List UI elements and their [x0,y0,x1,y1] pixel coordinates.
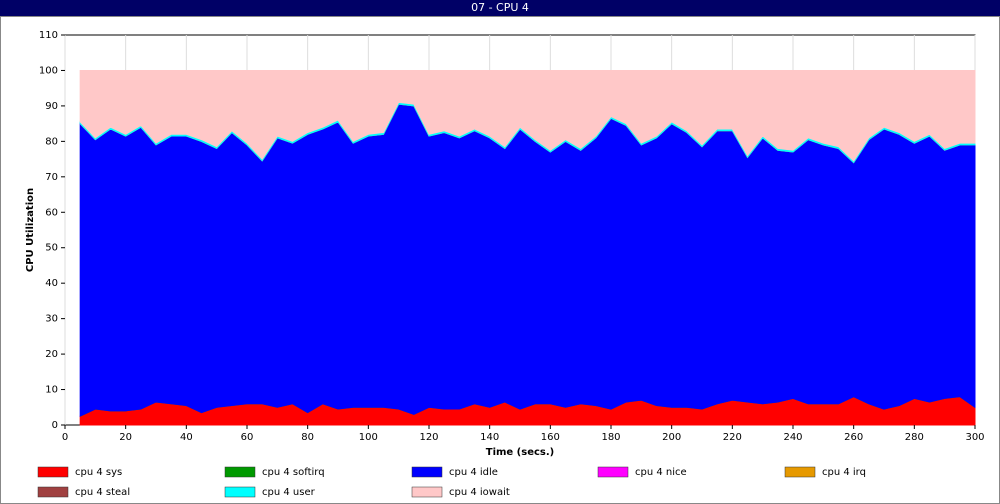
y-axis-label: CPU Utilization [25,188,36,272]
y-tick-label: 20 [45,349,58,360]
legend-label: cpu 4 iowait [449,487,510,498]
x-tick-label: 260 [844,432,863,443]
legend-label: cpu 4 steal [75,487,130,498]
legend-label: cpu 4 nice [635,467,687,478]
legend-swatch [37,486,69,498]
x-tick-label: 40 [180,432,193,443]
x-tick-label: 180 [601,432,620,443]
y-tick-label: 110 [39,30,58,41]
y-tick-label: 10 [45,385,58,396]
legend-swatch [597,466,629,478]
x-tick-label: 120 [419,432,438,443]
y-tick-label: 0 [52,420,58,431]
x-tick-label: 140 [480,432,499,443]
x-tick-label: 200 [662,432,681,443]
x-axis-label: Time (secs.) [486,447,555,458]
y-tick-label: 60 [45,207,58,218]
legend-swatch [411,466,443,478]
legend-label: cpu 4 irq [822,467,866,478]
x-tick-label: 60 [241,432,254,443]
legend-swatch [411,486,443,498]
legend-label: cpu 4 user [262,487,316,498]
x-tick-label: 160 [541,432,560,443]
x-tick-label: 100 [359,432,378,443]
y-tick-label: 50 [45,243,58,254]
x-tick-label: 280 [905,432,924,443]
legend-swatch [37,466,69,478]
legend-swatch [224,486,256,498]
y-tick-label: 100 [39,65,58,76]
legend-label: cpu 4 sys [75,467,122,478]
y-tick-label: 80 [45,136,58,147]
legend-swatch [224,466,256,478]
x-tick-label: 20 [119,432,132,443]
y-tick-label: 40 [45,278,58,289]
chart-title: 07 - CPU 4 [471,1,529,14]
y-tick-label: 30 [45,314,58,325]
area [79,69,976,162]
y-tick-label: 70 [45,172,58,183]
legend-swatch [784,466,816,478]
legend-label: cpu 4 idle [449,467,498,478]
x-tick-label: 220 [723,432,742,443]
legend-label: cpu 4 softirq [262,467,325,478]
x-tick-label: 300 [965,432,984,443]
title-bar [0,0,1000,16]
y-tick-label: 90 [45,101,58,112]
x-tick-label: 0 [62,432,68,443]
x-tick-label: 240 [783,432,802,443]
x-tick-label: 80 [301,432,314,443]
